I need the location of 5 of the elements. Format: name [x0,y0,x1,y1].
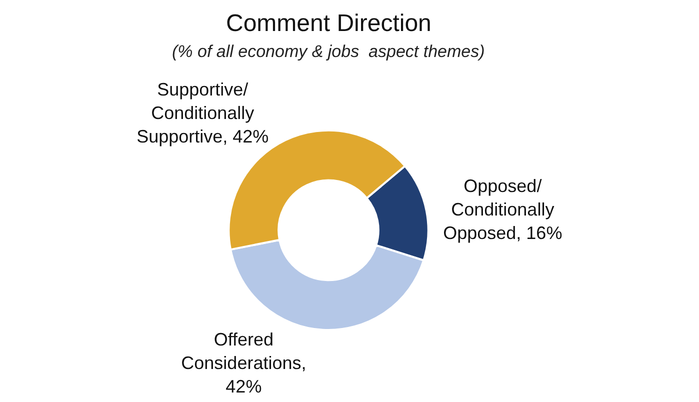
chart-title: Comment Direction [226,10,432,37]
slice-label: Offered Considerations, 42% [181,330,306,397]
chart-subtitle: (% of all economy & jobs aspect themes) [172,42,485,61]
slice-label: Supportive/ Conditionally Supportive, 42% [136,80,269,146]
slice-label: Opposed/ Conditionally Opposed, 16% [443,176,562,243]
